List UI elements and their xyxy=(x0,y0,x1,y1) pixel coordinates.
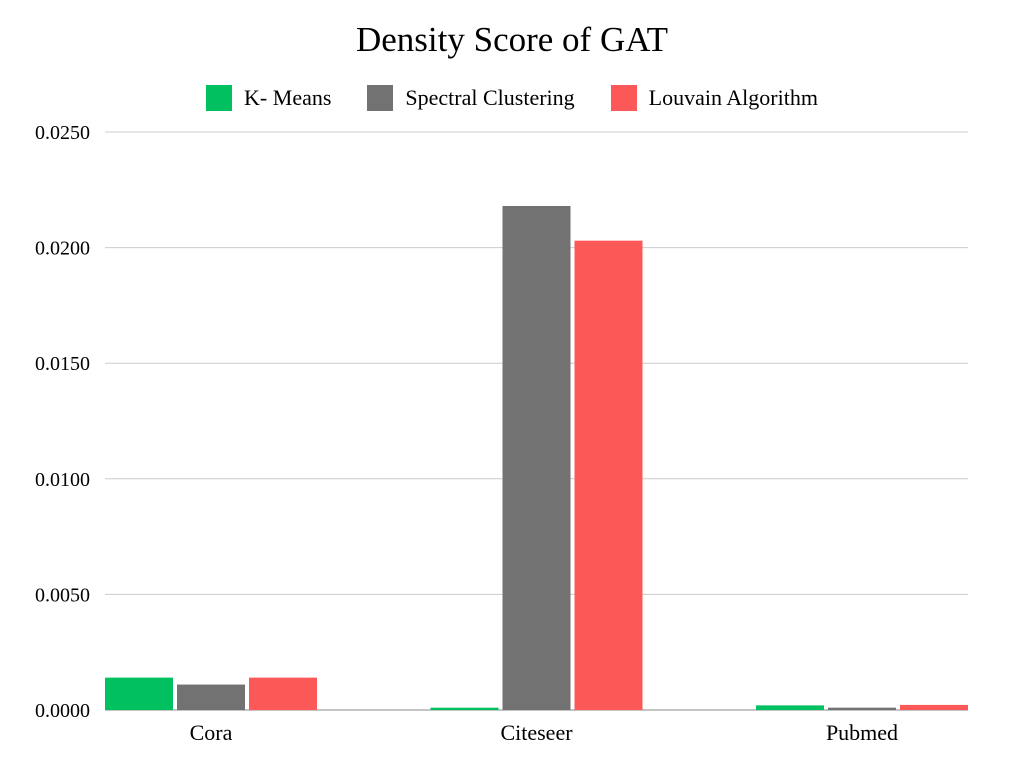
legend: K- Means Spectral Clustering Louvain Alg… xyxy=(0,85,1024,111)
legend-item-louvain: Louvain Algorithm xyxy=(610,85,818,111)
y-tick-label: 0.0150 xyxy=(35,353,90,375)
bar xyxy=(502,205,571,710)
x-tick-label: Pubmed xyxy=(826,720,898,745)
legend-label-spectral: Spectral Clustering xyxy=(405,85,575,110)
legend-swatch-kmeans xyxy=(206,85,233,111)
y-tick-label: 0.0200 xyxy=(35,238,90,260)
legend-item-spectral: Spectral Clustering xyxy=(367,85,575,111)
bar xyxy=(828,707,896,710)
chart-title: Density Score of GAT xyxy=(355,20,669,59)
bar xyxy=(756,705,824,710)
bar xyxy=(249,677,317,710)
legend-swatch-louvain xyxy=(610,85,637,111)
x-tick-label: Cora xyxy=(190,720,233,745)
y-tick-label: 0.0050 xyxy=(35,584,90,606)
bar xyxy=(574,240,643,710)
bar xyxy=(177,684,245,710)
bar xyxy=(105,677,173,710)
legend-label-kmeans: K- Means xyxy=(244,85,332,110)
y-tick-label: 0.0100 xyxy=(35,469,90,491)
y-tick-label: 0.0000 xyxy=(35,700,90,722)
legend-label-louvain: Louvain Algorithm xyxy=(648,85,818,110)
x-tick-label: Citeseer xyxy=(500,720,573,745)
bar xyxy=(430,707,499,710)
bar xyxy=(900,704,968,710)
legend-item-kmeans: K- Means xyxy=(206,85,331,111)
y-tick-label: 0.0250 xyxy=(35,122,90,144)
legend-swatch-spectral xyxy=(367,85,394,111)
